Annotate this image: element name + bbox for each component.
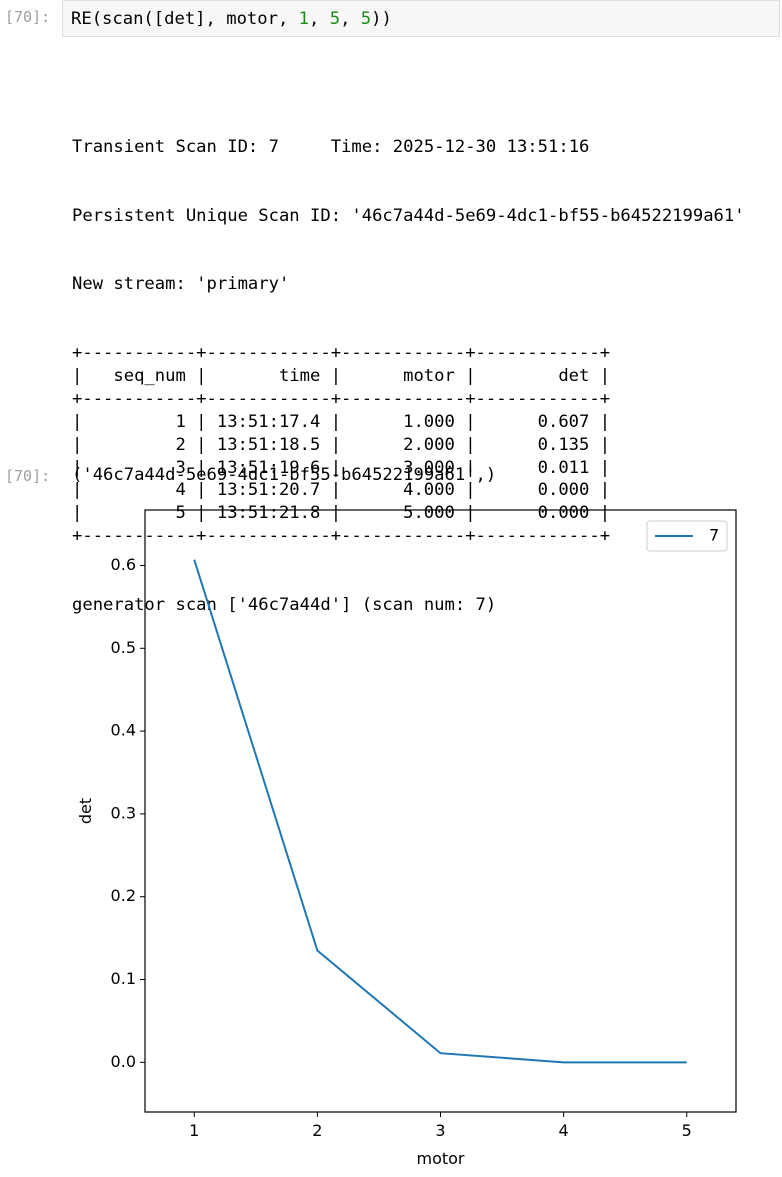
table-border: +-----------+------------+------------+-… — [72, 342, 611, 363]
table-cell: time — [278, 365, 321, 386]
y-tick-label: 0.1 — [111, 969, 136, 988]
table-cell: motor — [403, 365, 455, 386]
table-cell: 0.000 — [537, 480, 590, 501]
y-tick-label: 0.2 — [111, 886, 136, 905]
y-axis-label: det — [76, 798, 95, 824]
table-cell: 4.000 — [403, 480, 455, 501]
table-cell: 0.135 — [537, 434, 590, 455]
data-line — [193, 559, 687, 1064]
x-tick-label: 5 — [682, 1121, 692, 1140]
table-cell: det — [558, 365, 590, 386]
table-border: +-----------+------------+------------+-… — [72, 526, 611, 547]
x-axis-label: motor — [416, 1149, 464, 1168]
ascii-table: +-----------+------------+------------+-… — [72, 342, 745, 548]
y-tick-label: 0.4 — [111, 721, 136, 740]
y-tick-label: 0.0 — [111, 1052, 136, 1071]
table-cell: 0.607 — [537, 411, 590, 432]
table-cell: 3 — [175, 457, 186, 478]
table-cell: 13:51:17.4 — [216, 411, 321, 432]
table-cell: 13:51:21.8 — [216, 503, 321, 524]
table-cell: 13:51:18.5 — [216, 434, 321, 455]
code-token: )) — [371, 9, 392, 29]
table-cell: 2 — [175, 434, 186, 455]
y-tick-label: 0.3 — [111, 803, 136, 822]
table-header: | seq_num | time | motor | det | — [72, 365, 611, 386]
table-border: +-----------+------------+------------+-… — [72, 388, 611, 409]
table-cell: 1 — [175, 411, 186, 432]
table-cell: 5 — [175, 503, 186, 524]
chart: 0.0 0.1 0.2 0.3 0.4 0.5 0.6 1 2 3 4 5 motor det 7 — [76, 509, 737, 1168]
table-cell: seq_num — [113, 365, 186, 386]
table-cell: 0.011 — [537, 457, 590, 478]
table-row: | 3 | 13:51:19.6 | 3.000 | 0.011 | — [72, 457, 611, 478]
code-token: , — [309, 9, 330, 29]
x-tick-label: 1 — [189, 1121, 199, 1140]
code-token: 5 — [329, 9, 341, 29]
table-cell: 5.000 — [403, 503, 455, 524]
code-token: , — [340, 9, 361, 29]
table-row: | 1 | 13:51:17.4 | 1.000 | 0.607 | — [72, 411, 611, 432]
x-tick-label: 2 — [312, 1121, 322, 1140]
stdout-line: Persistent Unique Scan ID: '46c7a44d-5e6… — [72, 205, 745, 226]
table-cell: 13:51:19.6 — [216, 457, 321, 478]
stdout-line: Transient Scan ID: 7 Time: 2025-12-30 13… — [72, 136, 590, 157]
table-row: | 5 | 13:51:21.8 | 5.000 | 0.000 | — [72, 503, 611, 524]
table-cell: 2.000 — [403, 434, 455, 455]
y-tick-label: 0.5 — [111, 638, 136, 657]
axes-frame — [144, 509, 737, 1113]
y-tick-label: 0.6 — [111, 555, 136, 574]
table-cell: 3.000 — [403, 457, 455, 478]
legend-label: 7 — [709, 526, 719, 545]
x-tick-label: 4 — [559, 1121, 569, 1140]
table-row: | 2 | 13:51:18.5 | 2.000 | 0.135 | — [72, 434, 611, 455]
x-tick-label: 3 — [435, 1121, 445, 1140]
table-cell: 1.000 — [403, 411, 455, 432]
table-cell: 0.000 — [537, 503, 590, 524]
code-token: 5 — [360, 9, 372, 29]
output-text: ('46c7a44d-5e69-4dc1-bf55-b64522199a61',… — [72, 465, 497, 485]
code-cell[interactable]: RE(scan([det], motor, 1, 5, 5)) — [62, 0, 780, 37]
table-row: | 4 | 13:51:20.7 | 4.000 | 0.000 | — [72, 480, 611, 501]
input-prompt: [70]: — [5, 8, 51, 26]
stdout-line: New stream: 'primary' — [72, 274, 290, 295]
table-cell: 4 — [175, 480, 186, 501]
table-cell: 13:51:20.7 — [216, 480, 321, 501]
code-token: RE(scan([det], motor, — [71, 9, 299, 29]
output-prompt: [70]: — [5, 467, 51, 485]
code-token: 1 — [298, 9, 310, 29]
